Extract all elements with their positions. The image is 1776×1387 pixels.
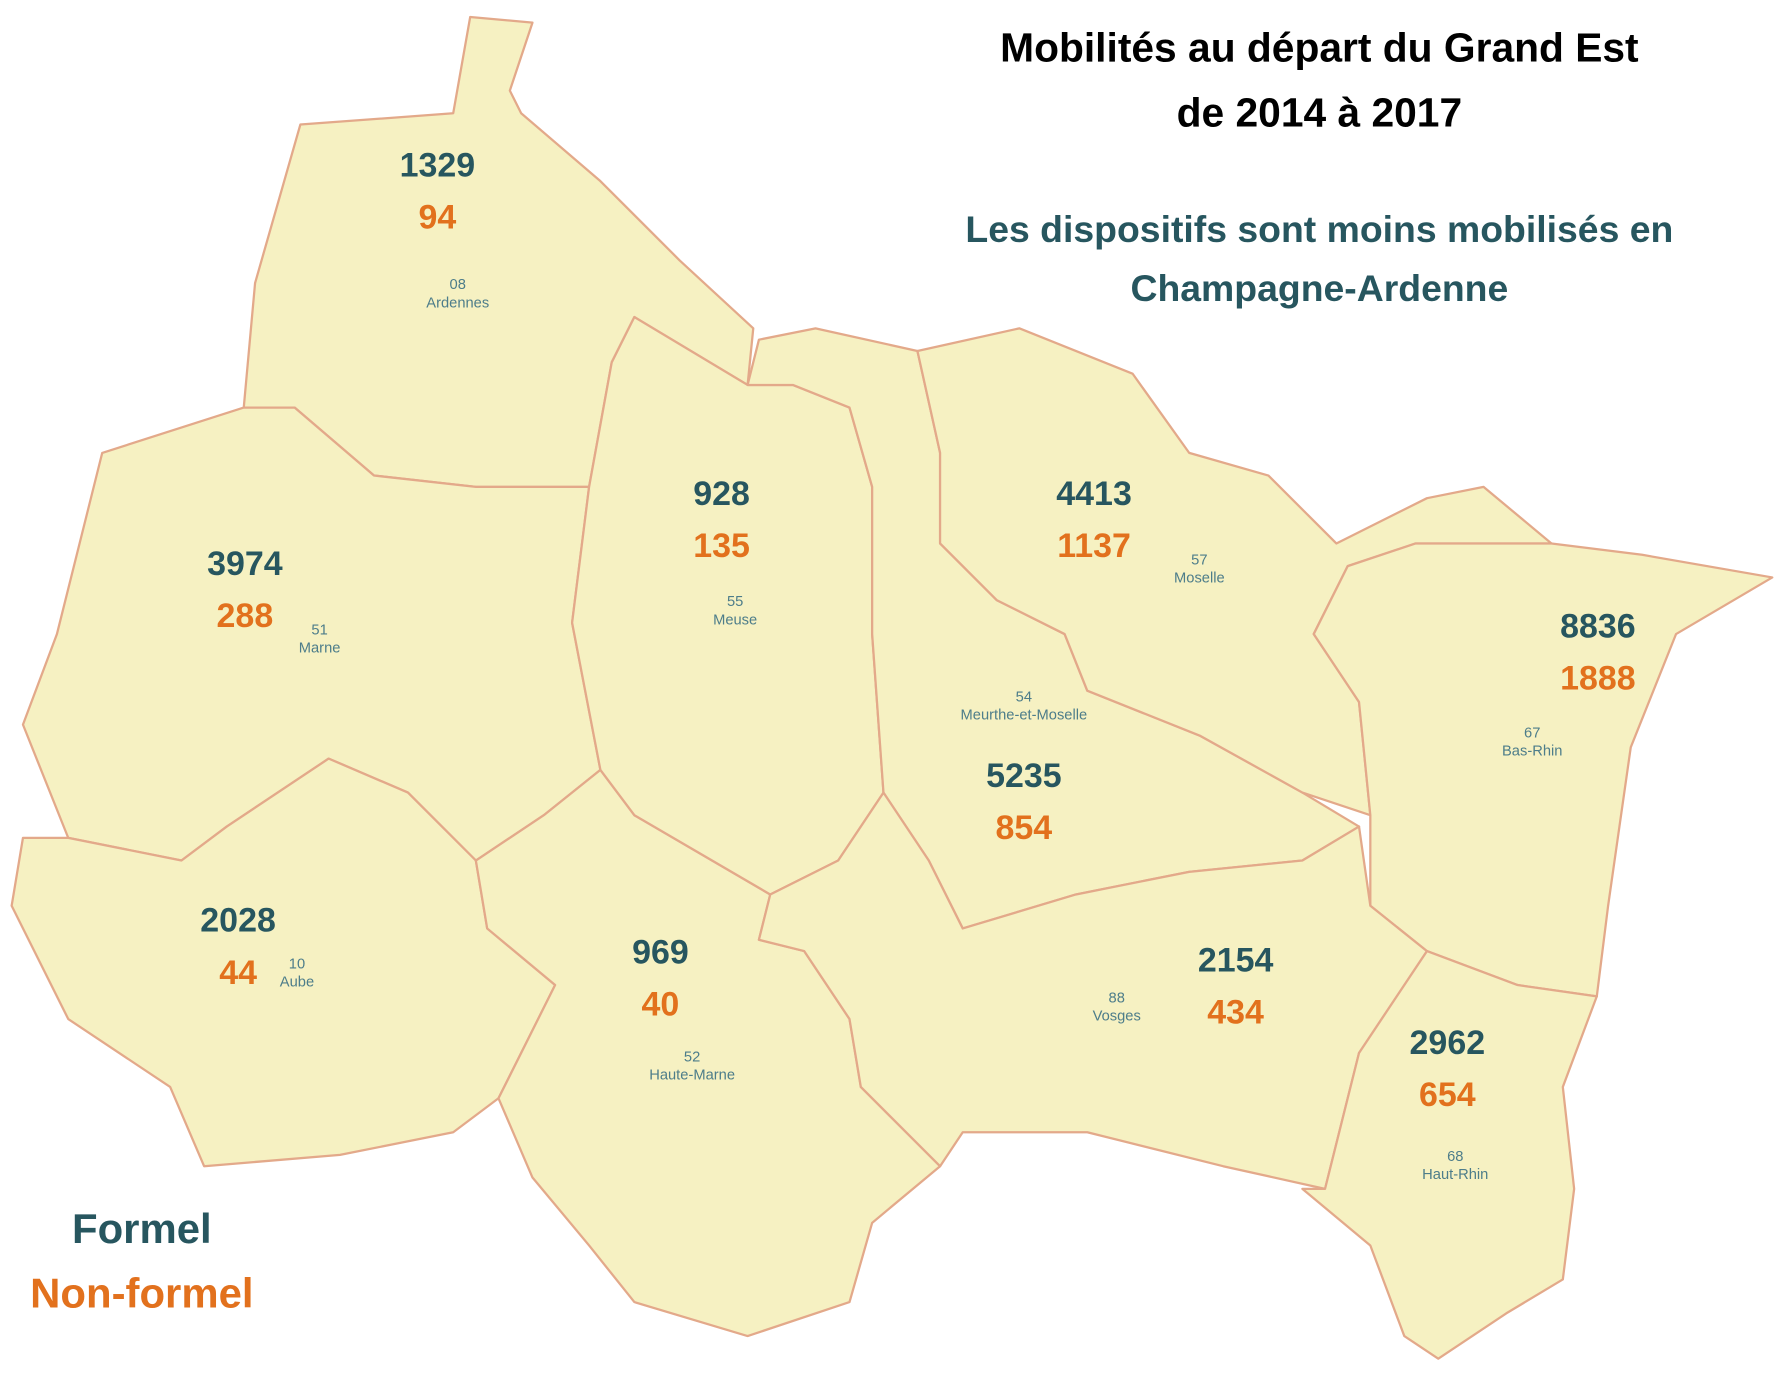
value-formel: 1329 <box>400 147 476 185</box>
value-non-formel: 44 <box>219 954 257 992</box>
department-name: Aube <box>280 975 314 991</box>
value-non-formel: 40 <box>642 986 680 1024</box>
region-haut-rhin <box>1301 949 1598 1360</box>
department-code: 51 <box>311 623 327 639</box>
value-formel: 5235 <box>986 757 1062 795</box>
subtitle-line: Les dispositifs sont moins mobilisés en <box>965 208 1673 250</box>
department-code: 52 <box>684 1049 700 1065</box>
value-non-formel: 288 <box>217 597 274 635</box>
department-name: Meuse <box>713 612 757 628</box>
department-code: 08 <box>450 277 466 293</box>
value-formel: 2028 <box>200 902 276 940</box>
legend-non-formel: Non-formel <box>30 1269 253 1316</box>
value-formel: 928 <box>693 475 750 513</box>
department-name: Haute-Marne <box>649 1068 735 1084</box>
department-code: 57 <box>1191 552 1207 568</box>
value-non-formel: 654 <box>1419 1076 1476 1114</box>
department-code: 54 <box>1016 689 1032 705</box>
region-vosges <box>757 791 1429 1190</box>
value-non-formel: 1888 <box>1560 659 1636 697</box>
value-formel: 4413 <box>1056 475 1132 513</box>
department-labels: 1329 94 08 Ardennes 3974 288 51 Marne 2028 44 10 Au… <box>200 147 1635 1184</box>
department-name: Moselle <box>1174 570 1225 586</box>
value-non-formel: 135 <box>693 527 750 565</box>
value-formel: 2154 <box>1198 941 1274 979</box>
department-name: Bas-Rhin <box>1502 744 1562 760</box>
department-code: 10 <box>289 957 305 973</box>
department-name: Meurthe-et-Moselle <box>961 707 1088 723</box>
department-code: 55 <box>727 594 743 610</box>
department-name: Haut-Rhin <box>1422 1167 1488 1183</box>
legend-formel: Formel <box>72 1205 212 1252</box>
value-formel: 3974 <box>207 545 283 583</box>
value-formel: 8836 <box>1560 607 1636 645</box>
title-line: de 2014 à 2017 <box>1177 89 1463 135</box>
value-non-formel: 1137 <box>1057 527 1131 565</box>
value-non-formel: 434 <box>1207 993 1264 1031</box>
department-code: 88 <box>1109 991 1125 1007</box>
subtitle-line: Champagne-Ardenne <box>1130 267 1508 309</box>
title-line: Mobilités au départ du Grand Est <box>1000 25 1639 71</box>
value-formel: 2962 <box>1410 1024 1486 1062</box>
regions <box>10 15 1774 1360</box>
department-name: Ardennes <box>426 295 489 311</box>
department-name: Vosges <box>1093 1009 1141 1025</box>
department-code: 68 <box>1447 1149 1463 1165</box>
value-non-formel: 854 <box>996 809 1053 847</box>
value-non-formel: 94 <box>418 199 456 237</box>
department-code: 67 <box>1524 726 1540 742</box>
department-name: Marne <box>299 641 341 657</box>
value-formel: 969 <box>632 933 689 971</box>
